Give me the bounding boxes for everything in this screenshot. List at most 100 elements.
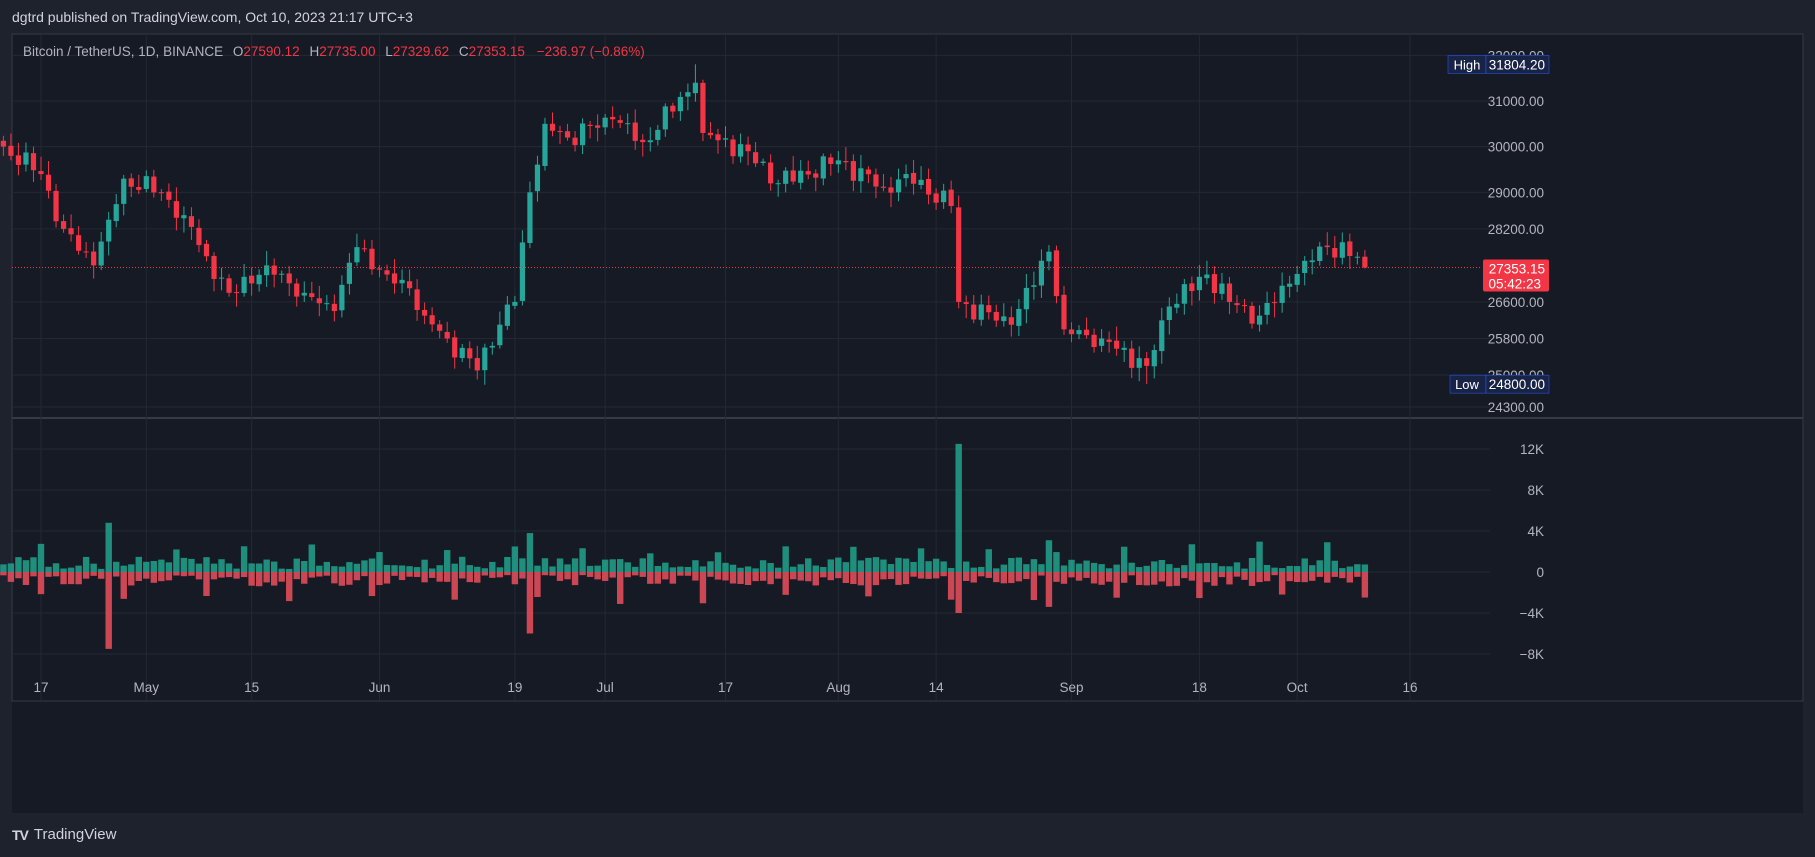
- volume-down-bar: [143, 572, 150, 579]
- candle-body: [1053, 250, 1060, 297]
- candle-body: [211, 255, 217, 279]
- candle-body: [775, 183, 781, 185]
- brand-name[interactable]: TradingView: [33, 826, 117, 843]
- volume-up-bar: [895, 557, 902, 572]
- candle-body: [143, 176, 149, 189]
- candle-body: [1309, 260, 1315, 263]
- volume-down-bar: [180, 572, 188, 577]
- volume-down-bar: [489, 572, 496, 578]
- volume-down-bar: [97, 572, 105, 579]
- volume-up-bar: [1354, 564, 1361, 572]
- candle-body: [625, 123, 631, 125]
- price-tick-label: 28200.00: [1488, 222, 1544, 237]
- volume-up-bar: [594, 565, 601, 572]
- volume-up-bar: [549, 566, 556, 572]
- symbol-label[interactable]: Bitcoin / TetherUS, 1D, BINANCE: [23, 44, 224, 59]
- change-value: −236.97 (−0.86%): [536, 44, 645, 59]
- volume-up-bar: [331, 566, 338, 572]
- volume-up-bar: [872, 557, 880, 572]
- candle-body: [0, 140, 6, 147]
- volume-up-bar: [82, 556, 90, 572]
- volume-up-bar: [1038, 564, 1045, 572]
- volume-up-bar: [443, 550, 451, 572]
- candle-body: [1196, 276, 1202, 291]
- volume-up-bar: [925, 561, 932, 572]
- candle-body: [1016, 308, 1022, 326]
- volume-down-bar: [1090, 572, 1098, 584]
- candle-body: [354, 247, 360, 263]
- volume-up-bar: [37, 543, 45, 572]
- volume-down-bar: [1068, 572, 1075, 578]
- volume-down-bar: [564, 572, 571, 580]
- volume-down-bar: [173, 572, 180, 576]
- volume-up-bar: [1166, 564, 1173, 572]
- candle-body: [1272, 302, 1278, 304]
- volume-up-bar: [338, 566, 346, 572]
- volume-down-bar: [113, 572, 120, 577]
- volume-up-bar: [993, 568, 1000, 572]
- volume-down-bar: [1060, 572, 1068, 584]
- volume-tick-label: 12K: [1520, 442, 1544, 457]
- candle-body: [203, 243, 210, 257]
- volume-up-bar: [579, 548, 586, 572]
- candle-body: [1302, 260, 1308, 273]
- candle-body: [1038, 260, 1045, 286]
- volume-up-bar: [1309, 565, 1316, 572]
- candle-body: [1083, 329, 1090, 336]
- volume-up-bar: [1181, 565, 1188, 572]
- candle-body: [941, 190, 947, 203]
- volume-up-bar: [1188, 544, 1196, 572]
- volume-down-bar: [812, 572, 819, 586]
- volume-up-bar: [323, 561, 331, 572]
- volume-up-bar: [917, 548, 925, 572]
- volume-up-bar: [240, 546, 248, 572]
- candle-body: [98, 241, 104, 266]
- low-key: L: [385, 44, 393, 59]
- candle-body: [467, 348, 473, 359]
- volume-up-bar: [128, 564, 135, 572]
- volume-down-bar: [850, 572, 857, 585]
- candle-body: [68, 228, 74, 235]
- volume-down-bar: [1271, 572, 1278, 576]
- volume-down-bar: [1361, 572, 1369, 598]
- candle-body: [1181, 284, 1187, 304]
- volume-up-bar: [1030, 559, 1038, 572]
- volume-down-bar: [707, 572, 714, 577]
- candle-body: [647, 140, 653, 143]
- volume-up-bar: [391, 565, 398, 572]
- volume-down-bar: [383, 572, 391, 584]
- volume-up-bar: [7, 563, 15, 572]
- low-value-label: 24800.00: [1489, 377, 1545, 392]
- volume-up-bar: [511, 546, 519, 572]
- candle-body: [38, 171, 44, 175]
- tradingview-logo-icon[interactable]: TV: [12, 826, 29, 843]
- volume-up-bar: [616, 559, 624, 572]
- candle-body: [1332, 248, 1338, 258]
- candle-body: [1023, 287, 1029, 310]
- last-price-tag: [1483, 259, 1549, 292]
- candle-body: [429, 315, 435, 325]
- candle-body: [218, 277, 225, 279]
- volume-up-bar: [865, 557, 872, 572]
- volume-up-bar: [767, 562, 774, 572]
- volume-down-bar: [398, 572, 406, 581]
- volume-down-bar: [413, 572, 421, 577]
- last-price-label: 27353.15: [1489, 262, 1545, 277]
- open-key: O: [232, 44, 244, 59]
- volume-down-bar: [346, 572, 353, 585]
- chart-frame: [11, 33, 1804, 702]
- candle-body: [1046, 251, 1052, 262]
- volume-up-bar: [759, 560, 767, 572]
- candle-body: [1008, 317, 1014, 325]
- chart-area[interactable]: [12, 34, 1803, 813]
- time-tick-label: Aug: [826, 680, 850, 695]
- price-tick-label: 29000.00: [1488, 185, 1544, 200]
- volume-down-bar: [1030, 572, 1038, 601]
- close-value: 27353.15: [468, 44, 525, 59]
- countdown-label: 05:42:23: [1488, 277, 1541, 292]
- candle-body: [978, 304, 984, 320]
- volume-down-bar: [677, 572, 684, 576]
- volume-down-bar: [1151, 572, 1158, 585]
- candle-body: [956, 207, 962, 302]
